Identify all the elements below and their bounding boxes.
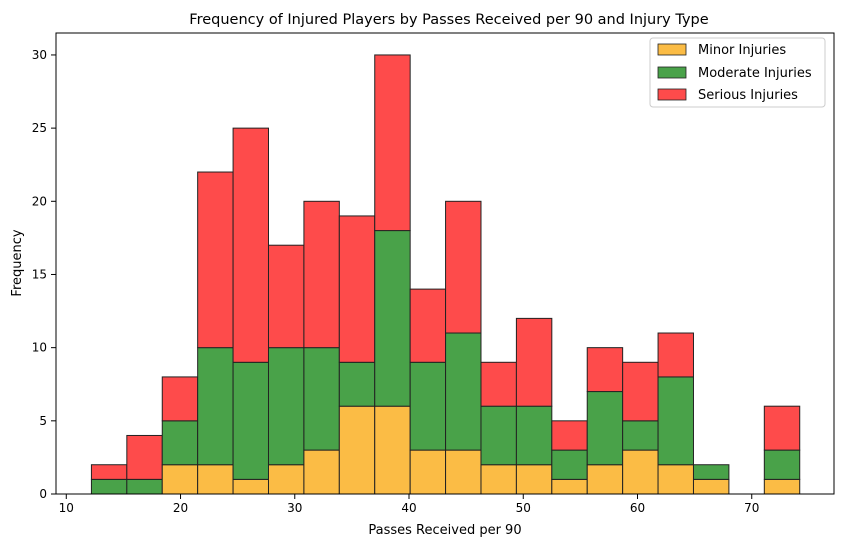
x-tick-label: 50 [516,501,531,515]
bar-minor-8 [374,405,411,495]
bar-moderate-2 [161,420,199,466]
bar-minor-17 [692,478,730,495]
bars-group [90,54,801,495]
bar-serious-0 [90,464,128,480]
bar-serious-9 [409,288,447,363]
bar-moderate-12 [515,405,553,466]
x-tick-label: 30 [287,501,302,515]
bar-serious-13 [551,420,588,451]
x-axis-label: Passes Received per 90 [368,523,521,538]
bar-moderate-14 [586,391,624,466]
bar-serious-10 [445,200,482,334]
bar-moderate-10 [445,332,482,451]
bar-serious-3 [197,171,234,349]
bar-moderate-0 [90,478,128,495]
legend-swatch-moderate [657,66,687,79]
y-axis-label: Frequency [10,229,25,296]
bar-serious-6 [303,200,340,349]
bar-serious-19 [763,405,801,451]
bar-serious-11 [480,361,517,407]
bar-minor-9 [409,449,447,495]
bar-moderate-15 [622,420,659,451]
legend-swatch-minor [657,43,687,56]
bar-minor-2 [161,464,199,495]
bar-minor-10 [445,449,482,495]
bar-serious-7 [338,215,376,363]
legend: Minor Injuries Moderate Injuries Serious… [649,37,826,108]
bar-minor-13 [551,478,588,495]
x-tick-label: 60 [630,501,645,515]
y-tick-label: 30 [32,48,47,62]
y-axis-ticks: 0 5 10 15 20 25 30 [32,48,56,501]
bar-serious-2 [161,376,199,422]
bar-moderate-7 [338,361,376,407]
bar-moderate-19 [763,449,801,480]
x-tick-label: 20 [173,501,188,515]
y-tick-label: 0 [39,487,47,501]
legend-label-moderate: Moderate Injuries [698,66,812,81]
x-axis-ticks: 10 20 30 40 50 60 70 [59,494,759,515]
bar-moderate-9 [409,361,447,451]
legend-label-minor: Minor Injuries [698,43,786,58]
x-tick-label: 10 [59,501,74,515]
y-tick-label: 20 [32,194,47,208]
bar-minor-16 [657,464,694,495]
legend-label-serious: Serious Injuries [698,88,798,103]
bar-minor-3 [197,464,234,495]
bar-minor-19 [763,478,801,495]
bar-minor-12 [515,464,553,495]
x-tick-label: 40 [401,501,416,515]
bar-moderate-17 [692,464,730,480]
bar-minor-4 [232,478,269,495]
bar-moderate-16 [657,376,694,466]
bar-moderate-6 [303,347,340,451]
bar-moderate-13 [551,449,588,480]
y-tick-label: 15 [32,267,47,281]
bar-serious-14 [586,347,624,393]
bar-moderate-8 [374,230,411,407]
y-tick-label: 25 [32,121,47,135]
y-tick-label: 10 [32,341,47,355]
bar-minor-11 [480,464,517,495]
plot-frame [55,32,835,495]
bar-moderate-11 [480,405,517,466]
bar-minor-14 [586,464,624,495]
bar-moderate-4 [232,361,269,480]
bar-serious-1 [126,434,163,480]
bar-serious-16 [657,332,694,378]
bar-minor-6 [303,449,340,495]
bar-serious-12 [515,317,553,407]
legend-swatch-serious [657,88,687,101]
chart-title: Frequency of Injured Players by Passes R… [189,12,708,28]
bar-minor-5 [267,464,305,495]
legend-frame [649,37,826,108]
bar-minor-7 [338,405,376,495]
bar-serious-8 [374,54,411,232]
bar-moderate-1 [126,478,163,495]
bar-moderate-5 [267,347,305,466]
y-tick-label: 5 [39,414,47,428]
bar-serious-5 [267,244,305,349]
bar-serious-4 [232,127,269,363]
bar-moderate-3 [197,347,234,466]
bar-minor-15 [622,449,659,495]
x-tick-label: 70 [744,501,759,515]
bar-serious-15 [622,361,659,422]
